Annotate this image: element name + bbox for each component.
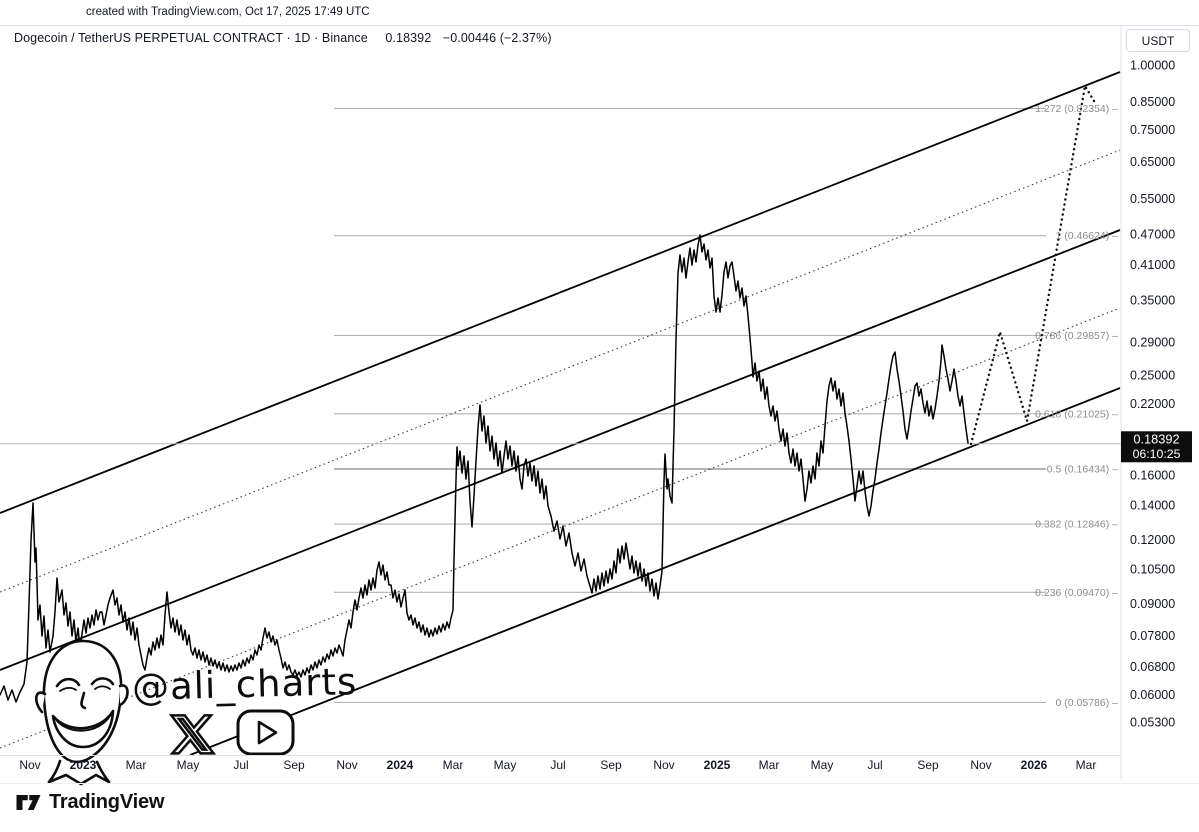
price-axis-label: 0.14000	[1130, 498, 1175, 512]
fib-label-0.618: 0.618 (0.21025) –	[1035, 408, 1118, 420]
date-label-month: Nov	[653, 758, 674, 772]
price-axis-label: 0.06000	[1130, 688, 1175, 702]
x-logo-icon	[168, 714, 217, 755]
price-change: −0.00446 (−2.37%)	[442, 31, 552, 45]
price-axis-label: 0.09000	[1130, 597, 1175, 611]
fib-label-0: 0 (0.05786) –	[1056, 697, 1119, 709]
channel-line-3	[0, 229, 1121, 671]
date-label-month: Sep	[917, 758, 939, 772]
price-axis-label: 1.00000	[1130, 59, 1175, 73]
youtube-logo-icon	[236, 709, 295, 756]
fib-labels: 1.272 (0.82354) – 1 (0.46624) – 0.786 (0.2…	[1035, 103, 1118, 709]
date-label-month: Jul	[233, 758, 248, 772]
price-axis-label: 0.47000	[1130, 227, 1175, 241]
price-axis-label: 0.10500	[1130, 563, 1175, 577]
fib-label-0.382: 0.382 (0.12846) –	[1035, 519, 1118, 531]
symbol-title-row[interactable]: Dogecoin / TetherUS PERPETUAL CONTRACT ·…	[14, 31, 552, 45]
date-label-month: Nov	[336, 758, 357, 772]
symbol-title[interactable]: Dogecoin / TetherUS PERPETUAL CONTRACT ·…	[14, 31, 368, 45]
doge-price-polyline	[0, 234, 969, 703]
date-label-month: Jul	[550, 758, 565, 772]
channel-line-5	[189, 387, 1121, 756]
date-label-year: 2026	[1021, 758, 1048, 772]
price-badge-countdown: 06:10:25	[1133, 447, 1181, 461]
fib-label-1: 1 (0.46624) –	[1056, 230, 1119, 242]
price-axis-label: 0.65000	[1130, 155, 1175, 169]
date-label-month: May	[177, 758, 200, 772]
fib-label-1.272: 1.272 (0.82354) –	[1035, 103, 1118, 115]
pane-borders	[0, 25, 1199, 784]
fib-label-0.236: 0.236 (0.09470) –	[1035, 587, 1118, 599]
tradingview-footer[interactable]: TradingView	[15, 791, 164, 814]
price-axis-label: 0.12000	[1130, 533, 1175, 547]
currency-toggle-button[interactable]: USDT	[1126, 29, 1190, 52]
price-badge-bg	[1121, 431, 1192, 463]
date-label-month: Mar	[759, 758, 780, 772]
date-label-month: May	[811, 758, 834, 772]
last-price: 0.18392	[385, 31, 432, 45]
date-label-month: Sep	[600, 758, 622, 772]
date-label-month: Mar	[126, 758, 147, 772]
face-drawing-icon	[35, 639, 129, 786]
date-label-month: Mar	[1076, 758, 1097, 772]
price-axis-label: 0.55000	[1130, 192, 1175, 206]
price-axis-label: 0.05300	[1130, 716, 1175, 730]
channel-line-4	[0, 307, 1121, 749]
date-label-month: Sep	[283, 758, 305, 772]
tradingview-brand-text: TradingView	[49, 791, 165, 813]
price-axis[interactable]: 1.00000 0.85000 0.75000 0.65000 0.55000 0.470…	[1130, 59, 1175, 730]
price-axis-label: 0.16000	[1130, 468, 1175, 482]
price-axis-label: 0.85000	[1130, 95, 1175, 109]
price-series-line	[0, 234, 969, 703]
date-label-month: Mar	[443, 758, 464, 772]
fib-label-0.5: 0.5 (0.16434) –	[1047, 463, 1118, 475]
price-axis-label: 0.07800	[1130, 629, 1175, 643]
fib-retracement-lines[interactable]	[334, 107, 1046, 704]
date-label-year: 2023	[70, 758, 97, 772]
price-axis-label: 0.29000	[1130, 335, 1175, 349]
price-axis-label: 0.25000	[1130, 369, 1175, 383]
channel-line-1	[0, 71, 1121, 514]
price-axis-label: 0.22000	[1130, 397, 1175, 411]
date-label-year: 2025	[704, 758, 731, 772]
date-label-month: May	[494, 758, 517, 772]
forecast-dotted-path	[969, 82, 1096, 446]
watermark-handle: @ali_charts	[131, 660, 358, 709]
parallel-channel-lines[interactable]	[0, 71, 1121, 756]
projection-path[interactable]	[969, 82, 1096, 446]
created-with-attribution: created with TradingView.com, Oct 17, 20…	[86, 6, 370, 18]
date-label-month: Nov	[19, 758, 40, 772]
fib-label-0.786: 0.786 (0.29857) –	[1035, 330, 1118, 342]
price-axis-label: 0.35000	[1130, 293, 1175, 307]
date-label-year: 2024	[387, 758, 414, 772]
price-axis-label: 0.41000	[1130, 258, 1175, 272]
price-axis-label: 0.75000	[1130, 123, 1175, 137]
date-label-month: Nov	[970, 758, 991, 772]
date-label-month: Jul	[867, 758, 882, 772]
time-axis[interactable]: Nov 2023 Mar May Jul Sep Nov 2024 Mar May Jul Sep No…	[19, 758, 1096, 772]
price-axis-label: 0.06800	[1130, 660, 1175, 674]
watermark	[35, 639, 295, 786]
tradingview-logo-icon	[16, 795, 41, 810]
price-badge-value: 0.18392	[1133, 431, 1179, 446]
channel-line-2	[0, 149, 1121, 593]
